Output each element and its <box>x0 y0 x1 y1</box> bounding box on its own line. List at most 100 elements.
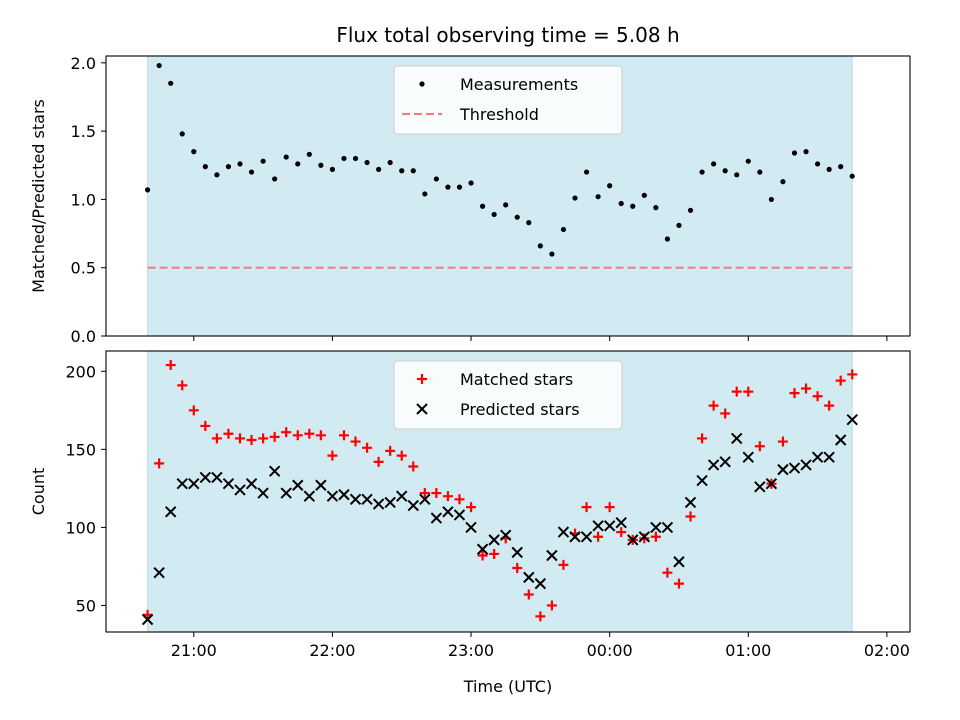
matched-star-point <box>177 380 188 391</box>
matched-star-point <box>639 533 650 544</box>
series-measurements <box>144 62 855 257</box>
predicted-star-point <box>176 477 188 490</box>
measurement-point <box>826 166 832 172</box>
matched-star-point <box>154 458 165 469</box>
measurement-point <box>641 192 647 198</box>
predicted-star-point <box>430 512 443 524</box>
measurement-point <box>479 203 486 209</box>
matched-star-point <box>385 445 396 456</box>
predicted-star-point <box>280 487 292 499</box>
matched-star-point <box>454 494 465 505</box>
measurement-point <box>618 200 624 207</box>
predicted-star-point <box>499 529 512 541</box>
matched-star-point <box>593 531 604 542</box>
predicted-star-point <box>465 521 477 534</box>
measurement-point <box>572 195 578 201</box>
predicted-star-point <box>569 531 581 543</box>
predicted-star-point <box>719 456 731 468</box>
predicted-star-point <box>707 459 720 471</box>
matched-star-point <box>408 461 419 472</box>
measurement-point <box>607 183 613 189</box>
matched-star-point <box>754 441 765 452</box>
matched-star-point <box>512 562 523 573</box>
measurement-point <box>526 220 532 226</box>
predicted-star-point <box>349 493 362 506</box>
matched-star-point <box>743 386 754 397</box>
predicted-star-point <box>407 499 419 512</box>
predicted-star-point <box>661 521 674 534</box>
matched-star-point <box>304 428 315 439</box>
measurement-point <box>387 159 393 166</box>
measurement-point <box>248 169 255 175</box>
axes-frame <box>105 350 911 633</box>
legend: Measurements Threshold <box>393 65 623 135</box>
predicted-star-point <box>453 509 466 521</box>
legend-label: Threshold <box>459 105 539 124</box>
y-tick-label: 1.0 <box>71 190 96 209</box>
y-axis-label: Matched/Predicted stars <box>29 99 48 293</box>
x-tick-label: 21:00 <box>171 641 217 660</box>
ratio-panel: 0.0 0.5 1.0 1.5 2.0 Matched/Predicted stars Me… <box>29 54 911 346</box>
predicted-star-point <box>153 566 165 579</box>
legend-predicted-marker <box>416 403 428 415</box>
matched-star-point <box>546 600 557 611</box>
matched-star-point <box>581 502 592 513</box>
measurement-point <box>144 187 151 193</box>
matched-star-point <box>535 611 546 622</box>
matched-star-point <box>281 427 292 438</box>
matched-star-point <box>720 408 731 419</box>
predicted-star-point <box>164 506 177 518</box>
measurement-point <box>468 180 474 186</box>
measurement-point <box>630 203 636 209</box>
measurement-point <box>849 173 855 179</box>
matched-star-point <box>604 502 615 513</box>
measurement-point <box>306 151 312 157</box>
chart-title: Flux total observing time = 5.08 h <box>336 23 679 47</box>
measurement-point <box>560 226 567 233</box>
measurement-point <box>745 158 751 164</box>
matched-star-point <box>292 430 303 441</box>
measurement-point <box>202 164 208 170</box>
matched-star-point <box>419 488 430 499</box>
predicted-star-point <box>580 531 593 543</box>
series-predicted-stars <box>141 413 858 626</box>
predicted-star-point <box>823 451 835 463</box>
predicted-star-point <box>765 477 778 490</box>
measurement-point <box>491 211 497 218</box>
matched-star-point <box>847 369 858 380</box>
measurement-point <box>768 196 774 203</box>
matched-star-point <box>708 400 719 411</box>
matched-star-point <box>223 428 234 439</box>
y-axis-label: Count <box>29 468 48 516</box>
measurement-point <box>433 176 439 182</box>
legend-label: Matched stars <box>460 370 573 389</box>
predicted-star-point <box>788 462 801 474</box>
measurement-point <box>445 184 451 190</box>
measurement-point <box>687 207 694 213</box>
measurement-point <box>352 155 359 162</box>
legend-box <box>393 65 623 135</box>
y-tick-label: 100 <box>65 518 96 537</box>
y-tick-label: 0.0 <box>71 327 96 346</box>
matched-star-point <box>165 360 176 371</box>
predicted-star-point <box>777 463 789 476</box>
matched-star-point <box>489 548 500 559</box>
predicted-star-point <box>222 477 235 490</box>
matched-star-point <box>188 405 199 416</box>
y-tick-label: 50 <box>76 596 96 615</box>
measurement-point <box>653 205 659 211</box>
predicted-star-point <box>141 613 154 626</box>
predicted-star-point <box>557 526 570 538</box>
measurement-point <box>214 172 220 178</box>
matched-star-point <box>327 450 338 461</box>
measurement-point <box>283 154 289 160</box>
predicted-star-point <box>800 459 812 471</box>
legend-label: Measurements <box>460 75 578 94</box>
measurement-point <box>757 169 763 175</box>
measurement-point <box>803 149 809 155</box>
predicted-star-point <box>199 471 212 484</box>
measurement-point <box>422 191 428 197</box>
series-matched-stars <box>142 360 858 622</box>
matched-star-point <box>200 420 211 431</box>
y-tick-label: 1.5 <box>71 122 96 141</box>
